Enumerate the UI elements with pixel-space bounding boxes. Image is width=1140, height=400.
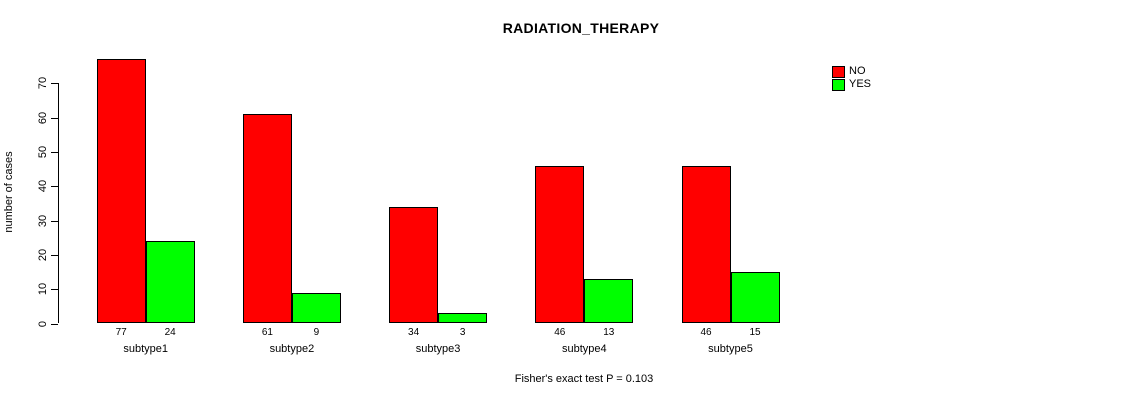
y-axis-tick <box>51 117 58 119</box>
bar-value-label: 34 <box>408 326 420 338</box>
bar-subtype2-no <box>242 114 292 324</box>
bar-subtype3-yes <box>438 313 488 324</box>
bar-subtype4-yes <box>584 278 634 324</box>
y-axis-tick <box>51 152 58 153</box>
bar-subtype4-no <box>535 165 585 324</box>
bar-value-label: 9 <box>313 326 320 338</box>
legend-swatch-no-icon <box>832 65 845 78</box>
bar-subtype2-yes <box>291 292 341 324</box>
chart-title: RADIATION_THERAPY <box>502 20 660 36</box>
y-axis-tick <box>51 83 58 85</box>
bar-value-label: 3 <box>459 326 466 338</box>
bar-subtype1-yes <box>145 241 195 324</box>
bar-value-label: 77 <box>115 326 127 338</box>
y-axis-line <box>58 83 59 324</box>
legend-item-yes: YES <box>832 78 871 91</box>
bar-value-label: 13 <box>603 326 615 338</box>
y-axis-tick <box>51 289 58 291</box>
bar-subtype3-no <box>389 206 439 324</box>
bar-value-label: 46 <box>700 326 712 338</box>
x-axis-category-label: subtype3 <box>415 342 461 355</box>
y-axis-tick <box>51 254 58 256</box>
bar-value-label: 24 <box>164 326 176 338</box>
x-axis-category-label: subtype5 <box>708 342 753 355</box>
y-axis-tick <box>51 323 58 325</box>
bar-subtype5-no <box>681 165 731 324</box>
bar-value-label: 15 <box>749 326 761 338</box>
legend-label-yes: YES <box>849 78 872 90</box>
bar-value-label: 46 <box>554 326 566 338</box>
footer-note: Fisher's exact test P = 0.103 <box>514 373 654 385</box>
bar-value-label: 61 <box>261 326 273 338</box>
x-axis-category-label: subtype4 <box>561 342 607 355</box>
legend: NO YES <box>832 65 871 91</box>
x-axis-category-label: subtype1 <box>123 342 169 355</box>
legend-label-no: NO <box>849 65 866 77</box>
y-axis-tick <box>51 186 58 188</box>
y-axis-tick <box>51 220 58 222</box>
x-axis-category-label: subtype2 <box>269 342 315 355</box>
legend-swatch-yes-icon <box>832 78 845 91</box>
bar-subtype1-no <box>96 59 146 324</box>
bar-subtype5-yes <box>730 272 780 324</box>
legend-item-no: NO <box>832 65 871 78</box>
